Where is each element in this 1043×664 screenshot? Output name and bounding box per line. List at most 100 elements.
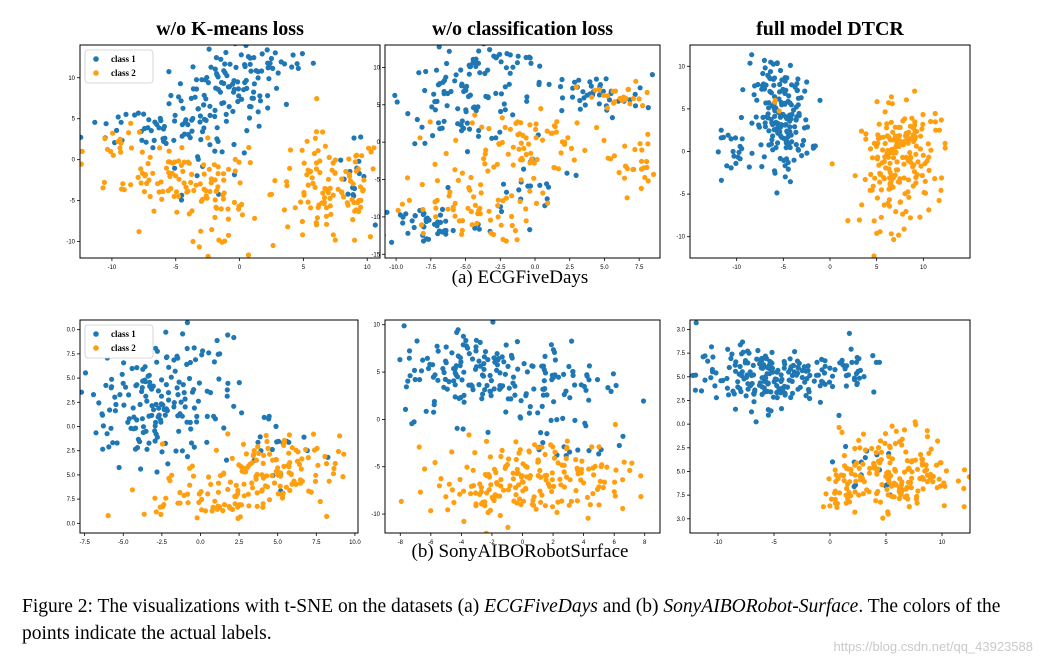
point-class1 bbox=[449, 350, 455, 356]
point-class1 bbox=[134, 417, 140, 423]
point-class1 bbox=[416, 70, 422, 76]
point-class1 bbox=[159, 377, 165, 383]
point-class2 bbox=[542, 451, 548, 458]
point-class1 bbox=[775, 120, 781, 126]
point-class2 bbox=[346, 156, 352, 162]
point-class2 bbox=[317, 498, 323, 505]
point-class2 bbox=[298, 466, 304, 472]
point-class1 bbox=[521, 361, 527, 367]
point-class2 bbox=[478, 190, 484, 196]
point-class2 bbox=[452, 200, 458, 206]
point-class1 bbox=[139, 137, 145, 143]
point-class2 bbox=[251, 448, 257, 454]
point-class2 bbox=[898, 532, 901, 533]
point-class1 bbox=[737, 143, 743, 149]
point-class2 bbox=[902, 116, 908, 122]
point-class1 bbox=[153, 401, 159, 407]
point-class1 bbox=[460, 342, 466, 348]
y-tick-label: 5 bbox=[377, 103, 381, 109]
point-class2 bbox=[232, 168, 238, 174]
point-class2 bbox=[869, 445, 875, 452]
point-class1 bbox=[724, 375, 730, 382]
point-class1 bbox=[477, 339, 483, 345]
point-class2 bbox=[897, 199, 904, 205]
point-class1 bbox=[171, 404, 177, 410]
point-class2 bbox=[906, 194, 912, 200]
point-class1 bbox=[737, 363, 743, 370]
point-class1 bbox=[737, 342, 743, 348]
point-class1 bbox=[207, 142, 213, 148]
point-class2 bbox=[538, 474, 544, 480]
point-class2 bbox=[332, 237, 338, 243]
point-class2 bbox=[913, 143, 919, 149]
point-class2 bbox=[189, 171, 195, 177]
point-class2 bbox=[938, 460, 944, 466]
point-class2 bbox=[252, 215, 258, 221]
point-class1 bbox=[104, 431, 110, 437]
point-class1 bbox=[162, 135, 168, 141]
x-tick-label: -8 bbox=[398, 540, 404, 546]
point-class1 bbox=[149, 403, 155, 409]
point-class2 bbox=[612, 493, 618, 499]
point-class1 bbox=[178, 399, 184, 405]
legend-marker bbox=[93, 345, 99, 351]
point-class1 bbox=[424, 355, 430, 361]
point-class2 bbox=[535, 459, 541, 465]
point-class2 bbox=[914, 466, 921, 472]
point-class2 bbox=[176, 176, 182, 182]
point-class1 bbox=[771, 127, 777, 133]
point-class1 bbox=[476, 382, 482, 388]
point-class2 bbox=[477, 491, 483, 497]
point-class2 bbox=[165, 188, 171, 194]
point-class2 bbox=[197, 181, 203, 187]
point-class2 bbox=[519, 479, 526, 485]
point-class1 bbox=[537, 63, 543, 69]
point-class1 bbox=[180, 105, 186, 111]
point-class2 bbox=[275, 465, 281, 471]
point-class1 bbox=[490, 320, 496, 325]
point-class1 bbox=[500, 383, 506, 389]
point-class2 bbox=[320, 190, 326, 196]
point-class2 bbox=[470, 467, 476, 473]
point-class2 bbox=[920, 111, 926, 118]
point-class2 bbox=[520, 461, 526, 467]
point-class2 bbox=[370, 166, 376, 172]
point-class1 bbox=[345, 191, 351, 197]
legend-marker bbox=[93, 331, 99, 337]
point-class2 bbox=[142, 173, 148, 179]
point-class1 bbox=[206, 46, 212, 52]
point-class2 bbox=[310, 180, 316, 186]
point-class2 bbox=[517, 131, 523, 137]
point-class1 bbox=[412, 376, 418, 383]
point-class2 bbox=[531, 175, 537, 181]
point-class1 bbox=[743, 393, 749, 399]
point-class1 bbox=[460, 426, 466, 432]
point-class1 bbox=[176, 379, 182, 385]
point-class2 bbox=[897, 124, 903, 130]
point-class2 bbox=[563, 474, 570, 480]
point-class2 bbox=[198, 489, 204, 495]
point-class1 bbox=[762, 65, 768, 71]
point-class2 bbox=[217, 473, 224, 479]
point-class1 bbox=[189, 117, 195, 123]
point-class2 bbox=[841, 453, 848, 459]
point-class2 bbox=[311, 150, 317, 157]
point-class1 bbox=[268, 55, 274, 62]
point-class1 bbox=[713, 395, 720, 401]
point-class1 bbox=[206, 350, 212, 356]
point-class2 bbox=[417, 135, 423, 141]
point-class2 bbox=[517, 496, 523, 502]
point-class1 bbox=[429, 104, 435, 110]
point-class1 bbox=[491, 386, 497, 392]
point-class2 bbox=[539, 444, 545, 450]
point-class2 bbox=[619, 97, 626, 104]
point-class1 bbox=[740, 87, 746, 93]
point-class1 bbox=[777, 390, 784, 396]
y-tick-label: 0 bbox=[682, 150, 686, 156]
point-class2 bbox=[395, 207, 401, 213]
point-class1 bbox=[405, 230, 411, 236]
point-class2 bbox=[594, 124, 600, 131]
point-class1 bbox=[35, 368, 40, 373]
y-tick-label: 7.5 bbox=[677, 493, 686, 499]
